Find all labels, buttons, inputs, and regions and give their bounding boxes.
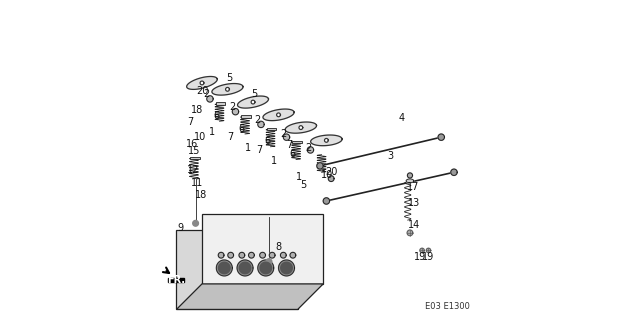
Text: 9: 9 (177, 223, 183, 233)
Polygon shape (317, 163, 323, 169)
Polygon shape (200, 81, 204, 85)
Polygon shape (219, 262, 230, 274)
Text: 8: 8 (275, 242, 282, 252)
Text: 4: 4 (398, 113, 404, 123)
Polygon shape (212, 84, 243, 95)
Polygon shape (190, 157, 200, 159)
Polygon shape (285, 122, 317, 133)
Polygon shape (438, 134, 444, 140)
Polygon shape (168, 278, 184, 282)
Polygon shape (207, 96, 213, 102)
Polygon shape (281, 262, 292, 274)
Text: 20: 20 (325, 167, 337, 177)
Polygon shape (263, 109, 294, 121)
Text: 7: 7 (287, 140, 293, 150)
Polygon shape (258, 260, 274, 276)
Polygon shape (187, 77, 217, 89)
Text: 1: 1 (209, 127, 216, 137)
Polygon shape (216, 260, 232, 276)
Text: 11: 11 (191, 178, 204, 189)
Text: 5: 5 (300, 180, 307, 190)
Polygon shape (239, 252, 244, 258)
Polygon shape (407, 230, 413, 236)
Polygon shape (241, 115, 251, 118)
Text: 5: 5 (252, 89, 258, 99)
Polygon shape (426, 248, 431, 253)
Text: 20: 20 (196, 86, 208, 96)
Text: 14: 14 (408, 220, 420, 230)
Text: 1: 1 (271, 156, 277, 166)
Text: 1: 1 (245, 143, 252, 153)
Polygon shape (267, 128, 276, 130)
Text: 15: 15 (188, 145, 200, 156)
Polygon shape (260, 252, 266, 258)
Polygon shape (307, 147, 314, 153)
Text: 3: 3 (387, 151, 393, 161)
Polygon shape (248, 252, 254, 258)
Polygon shape (451, 169, 457, 175)
Text: 6: 6 (264, 136, 271, 146)
Polygon shape (258, 121, 264, 128)
Text: 16: 16 (186, 139, 198, 149)
Polygon shape (232, 108, 239, 115)
Polygon shape (218, 252, 224, 258)
Text: 19: 19 (414, 252, 427, 262)
Text: 18: 18 (191, 105, 204, 115)
Polygon shape (310, 135, 342, 146)
Polygon shape (299, 126, 303, 130)
Polygon shape (177, 284, 323, 309)
Polygon shape (324, 138, 328, 142)
Text: FR.: FR. (168, 275, 186, 285)
Text: 5: 5 (226, 73, 232, 83)
Text: 7: 7 (187, 117, 193, 127)
Polygon shape (239, 262, 251, 274)
Text: 2: 2 (305, 143, 311, 153)
Text: 7: 7 (256, 145, 262, 155)
Text: 10: 10 (321, 170, 333, 180)
Text: 1: 1 (296, 172, 302, 182)
Text: 2: 2 (255, 115, 261, 125)
Text: 18: 18 (195, 190, 207, 200)
Polygon shape (284, 134, 290, 140)
Polygon shape (237, 96, 269, 108)
Polygon shape (406, 179, 414, 183)
Polygon shape (280, 252, 286, 258)
Polygon shape (202, 214, 323, 284)
Polygon shape (278, 260, 294, 276)
Polygon shape (328, 176, 334, 182)
Text: 13: 13 (408, 197, 420, 208)
Text: 6: 6 (290, 149, 296, 159)
Polygon shape (420, 248, 424, 253)
Text: 12: 12 (187, 165, 199, 175)
Text: 7: 7 (228, 132, 234, 142)
Text: 2: 2 (204, 89, 210, 99)
Polygon shape (237, 260, 253, 276)
Text: 19: 19 (422, 252, 435, 262)
Polygon shape (228, 252, 234, 258)
Polygon shape (266, 259, 272, 264)
Polygon shape (216, 102, 225, 105)
Polygon shape (292, 141, 302, 143)
Polygon shape (260, 262, 271, 274)
Polygon shape (408, 173, 413, 178)
Polygon shape (177, 230, 298, 309)
Polygon shape (276, 113, 280, 117)
Text: 17: 17 (407, 182, 420, 192)
Polygon shape (225, 87, 229, 91)
Text: 6: 6 (239, 123, 245, 134)
Polygon shape (269, 252, 275, 258)
Text: 6: 6 (213, 111, 220, 121)
Polygon shape (193, 220, 198, 226)
Polygon shape (290, 252, 296, 258)
Text: 2: 2 (280, 129, 287, 139)
Polygon shape (251, 100, 255, 104)
Polygon shape (323, 198, 330, 204)
Text: 2: 2 (229, 102, 236, 112)
Text: 10: 10 (195, 131, 207, 142)
Text: E03 E1300: E03 E1300 (425, 302, 470, 311)
